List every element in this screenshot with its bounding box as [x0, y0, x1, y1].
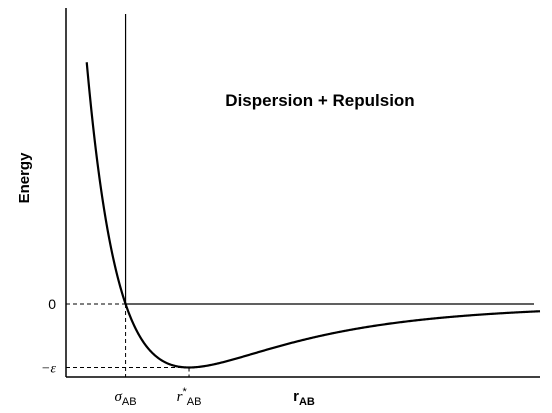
- chart-title: Dispersion + Repulsion: [225, 91, 414, 110]
- x-marker-rmin: r*AB: [177, 386, 202, 408]
- y-axis-label: Energy: [16, 152, 33, 204]
- sigma-symbol: σ: [115, 389, 123, 405]
- potential-curve: [85, 62, 541, 369]
- y-tick-label-zero: 0: [48, 296, 56, 312]
- x-axis-label-sub: AB: [299, 396, 315, 408]
- y-tick-label-epsilon: −ε: [41, 361, 56, 376]
- rmin-subscript: AB: [187, 396, 202, 408]
- x-marker-sigma: σAB: [115, 389, 137, 408]
- rmin-symbol: r: [177, 389, 183, 405]
- x-axis-label-main: r: [293, 388, 299, 405]
- x-axis-label: rAB: [293, 388, 315, 408]
- rmin-superscript: *: [182, 386, 187, 398]
- sigma-subscript: AB: [122, 396, 137, 408]
